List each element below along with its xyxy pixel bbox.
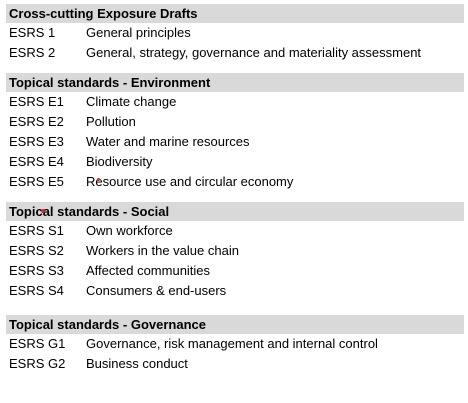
standard-title: General principles <box>86 25 191 40</box>
standard-code: ESRS E3 <box>9 134 64 149</box>
standard-title: General, strategy, governance and materi… <box>86 45 422 60</box>
standard-code: ESRS 1 <box>9 25 56 40</box>
section-gap <box>6 63 464 73</box>
annotation-dot <box>97 178 100 181</box>
standard-row: ESRS 2 General, strategy, governance and… <box>6 43 464 63</box>
standard-title: Water and marine resources <box>86 134 250 149</box>
standard-row: ESRS E4 Biodiversity <box>6 152 464 172</box>
standard-title: Pollution <box>86 114 136 129</box>
section-governance: Topical standards - Governance ESRS G1 G… <box>6 315 464 374</box>
standard-row: ESRS 1 General principles <box>6 23 464 43</box>
standard-row: ESRS S1 Own workforce <box>6 221 464 241</box>
standard-title: Governance, risk management and internal… <box>86 336 378 351</box>
standard-title: Own workforce <box>86 223 173 238</box>
standard-title: Workers in the value chain <box>86 243 239 258</box>
section-header: Topical standards - Governance <box>6 315 464 334</box>
standard-row: ESRS S3 Affected communities <box>6 261 464 281</box>
esrs-standards-table: Cross-cutting Exposure Drafts ESRS 1 Gen… <box>6 4 464 374</box>
standard-code: ESRS G1 <box>9 336 66 351</box>
standard-code: ESRS S2 <box>9 243 64 258</box>
standard-row: ESRS E1 Climate change <box>6 92 464 112</box>
section-cross-cutting: Cross-cutting Exposure Drafts ESRS 1 Gen… <box>6 4 464 63</box>
standard-row: ESRS G1 Governance, risk management and … <box>6 334 464 354</box>
standard-title: Consumers & end-users <box>86 283 227 298</box>
section-header: Topical standards - Social <box>6 202 464 221</box>
standard-title: Climate change <box>86 94 177 109</box>
standard-title: Affected communities <box>86 263 211 278</box>
standard-code: ESRS S3 <box>9 263 64 278</box>
standard-title: Business conduct <box>86 356 188 371</box>
section-social: Topical standards - Social ESRS S1 Own w… <box>6 202 464 301</box>
standard-code: ESRS E2 <box>9 114 64 129</box>
standard-row: ESRS S2 Workers in the value chain <box>6 241 464 261</box>
standard-code: ESRS E5 <box>9 174 64 189</box>
standard-code: ESRS E1 <box>9 94 64 109</box>
section-environment: Topical standards - Environment ESRS E1 … <box>6 73 464 192</box>
standard-row: ESRS E2 Pollution <box>6 112 464 132</box>
standard-row: ESRS S4 Consumers & end-users <box>6 281 464 301</box>
standard-title: Biodiversity <box>86 154 153 169</box>
standard-code: ESRS S1 <box>9 223 64 238</box>
standard-code: ESRS 2 <box>9 45 56 60</box>
standard-title: Resource use and circular economy <box>86 174 294 189</box>
standard-row: ESRS E3 Water and marine resources <box>6 132 464 152</box>
standard-code: ESRS G2 <box>9 356 66 371</box>
standard-code: ESRS S4 <box>9 283 64 298</box>
standard-row: ESRS G2 Business conduct <box>6 354 464 374</box>
section-gap <box>6 301 464 315</box>
standard-row: ESRS E5 Resource use and circular econom… <box>6 172 464 192</box>
standard-code: ESRS E4 <box>9 154 64 169</box>
annotation-dot <box>41 209 45 213</box>
section-header: Topical standards - Environment <box>6 73 464 92</box>
section-header: Cross-cutting Exposure Drafts <box>6 4 464 23</box>
section-gap <box>6 192 464 202</box>
